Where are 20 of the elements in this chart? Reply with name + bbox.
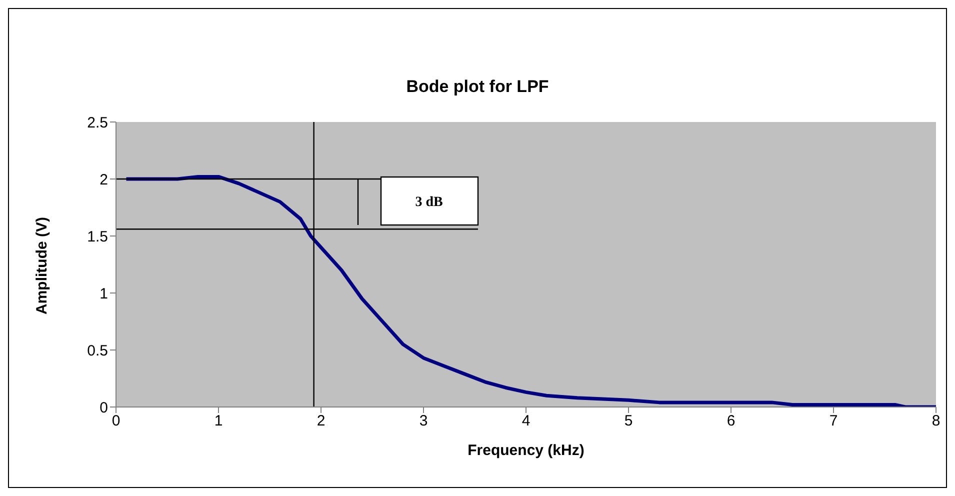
y-axis-title: Amplitude (V) — [33, 217, 50, 314]
y-tick-label: 0.5 — [87, 342, 108, 360]
y-tick-label: 2.5 — [87, 114, 108, 132]
x-tick-label: 8 — [932, 412, 940, 430]
x-tick-label: 2 — [316, 412, 326, 430]
x-tick-label: 3 — [419, 412, 428, 430]
line-series — [124, 174, 936, 407]
x-tick-label: 0 — [112, 412, 120, 430]
x-tick-label: 6 — [726, 412, 736, 430]
x-axis-title: Frequency (kHz) — [468, 442, 584, 459]
x-tick-label: 1 — [214, 412, 223, 430]
y-tick-label: 1.5 — [87, 228, 108, 246]
y-tick-label: 0 — [100, 399, 108, 416]
x-tick-label: 4 — [522, 412, 530, 430]
y-tick-label: 1 — [100, 285, 108, 302]
x-tick-label: 5 — [624, 412, 633, 430]
x-tick-label: 7 — [829, 412, 838, 430]
annotation: 3 dB — [415, 195, 443, 210]
chart-title: Bode plot for LPF — [405, 77, 550, 97]
y-tick-label: 2 — [100, 171, 108, 188]
